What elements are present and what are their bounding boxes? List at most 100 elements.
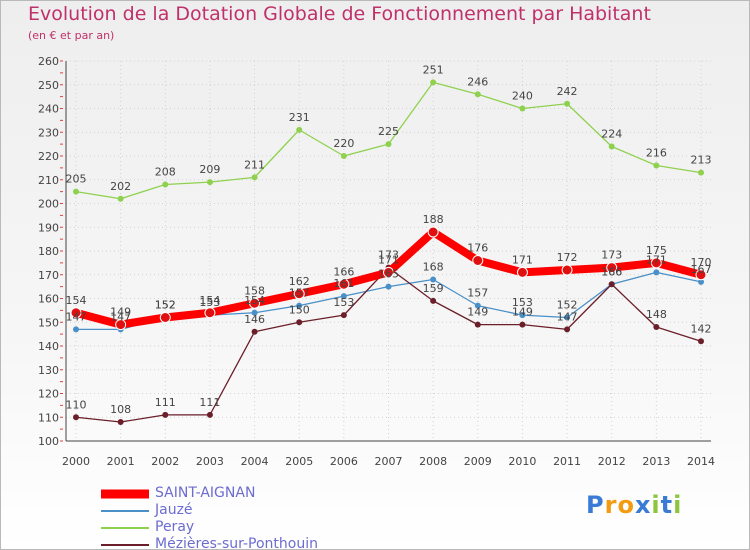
y-tick-label: 200: [38, 198, 59, 211]
x-tick-label: 2008: [419, 455, 447, 468]
data-point: [159, 312, 171, 323]
data-label: 149: [110, 306, 131, 319]
data-point: [427, 226, 439, 238]
x-tick-label: 2009: [464, 455, 492, 468]
data-label: 171: [646, 253, 667, 266]
data-point: [249, 297, 261, 309]
data-label: 251: [423, 63, 444, 76]
data-label: 152: [557, 299, 578, 312]
data-label: 110: [66, 398, 87, 411]
y-tick-label: 140: [38, 340, 59, 353]
y-tick-label: 260: [38, 55, 59, 68]
data-point: [340, 312, 347, 319]
y-tick-label: 160: [38, 293, 59, 306]
data-label: 157: [289, 287, 310, 300]
y-tick-label: 250: [38, 79, 59, 92]
data-label: 242: [557, 85, 578, 98]
data-label: 166: [333, 265, 354, 278]
data-point: [516, 266, 528, 278]
data-point: [561, 264, 573, 276]
data-point: [698, 278, 704, 285]
data-point: [117, 195, 124, 202]
data-label: 147: [110, 310, 131, 323]
logo-letter: o: [617, 491, 635, 519]
data-point: [564, 314, 571, 321]
data-label: 168: [423, 261, 444, 274]
legend-label: SAINT-AIGNAN: [155, 485, 256, 501]
data-label: 209: [199, 163, 220, 176]
legend-swatch: [101, 489, 149, 498]
data-point: [519, 312, 526, 319]
data-label: 240: [512, 90, 533, 103]
data-point: [296, 302, 303, 309]
data-point: [519, 321, 526, 328]
data-point: [385, 283, 392, 290]
data-label: 149: [467, 306, 488, 319]
y-tick-label: 230: [38, 126, 59, 139]
data-label: 246: [467, 75, 488, 88]
data-point: [653, 269, 660, 276]
y-tick-label: 170: [38, 269, 59, 282]
data-label: 159: [423, 282, 444, 295]
logo-letter: r: [604, 491, 618, 519]
y-tick-label: 220: [38, 150, 59, 163]
data-point: [472, 255, 484, 266]
data-label: 158: [244, 284, 265, 297]
data-point: [653, 162, 660, 169]
x-tick-label: 2010: [508, 455, 536, 468]
logo-letter: x: [634, 491, 652, 519]
data-point: [474, 91, 481, 98]
data-point: [340, 293, 347, 300]
data-label: 173: [378, 249, 399, 262]
data-label: 220: [333, 137, 354, 150]
data-point: [385, 141, 392, 148]
data-label: 153: [333, 296, 354, 309]
x-tick-label: 2012: [598, 455, 626, 468]
x-tick-label: 2003: [196, 455, 224, 468]
data-label: 154: [244, 294, 265, 307]
x-tick-label: 2000: [62, 455, 90, 468]
data-label: 142: [691, 322, 712, 335]
x-tick-label: 2007: [375, 455, 403, 468]
data-point: [606, 262, 618, 274]
legend-swatch: [101, 543, 149, 546]
data-point: [653, 324, 660, 330]
data-label: 157: [467, 287, 488, 300]
y-tick-label: 120: [38, 388, 59, 401]
data-label: 152: [155, 299, 176, 312]
data-label: 171: [378, 253, 399, 266]
data-label: 213: [691, 154, 712, 167]
data-label: 154: [199, 294, 220, 307]
data-point: [115, 319, 127, 331]
data-label: 170: [691, 256, 712, 269]
y-tick-label: 150: [38, 316, 59, 329]
x-tick-label: 2005: [285, 455, 313, 468]
data-label: 147: [66, 310, 87, 323]
data-point: [474, 321, 481, 328]
data-label: 208: [155, 166, 176, 179]
data-point: [695, 269, 707, 281]
legend-swatch: [101, 509, 149, 512]
y-tick-label: 240: [38, 103, 59, 116]
x-tick-label: 2013: [642, 455, 670, 468]
data-label: 202: [110, 180, 131, 193]
data-point: [338, 278, 350, 290]
data-point: [251, 309, 258, 316]
data-point: [162, 181, 169, 188]
chart-title: Evolution de la Dotation Globale de Fonc…: [28, 3, 651, 25]
data-point: [206, 179, 213, 186]
data-label: 175: [646, 244, 667, 257]
proxiti-logo: Proxiti: [586, 491, 682, 519]
data-label: 211: [244, 158, 265, 171]
data-point: [117, 419, 124, 425]
y-tick-label: 100: [38, 435, 59, 448]
legend-label: Peray: [155, 519, 195, 535]
y-tick-label: 210: [38, 174, 59, 187]
data-label: 146: [244, 313, 265, 326]
data-label: 153: [199, 296, 220, 309]
x-tick-label: 2014: [687, 455, 715, 468]
data-label: 154: [66, 294, 87, 307]
chart-subtitle: (en € et par an): [28, 29, 115, 42]
data-point: [73, 326, 79, 333]
data-point: [564, 100, 571, 107]
